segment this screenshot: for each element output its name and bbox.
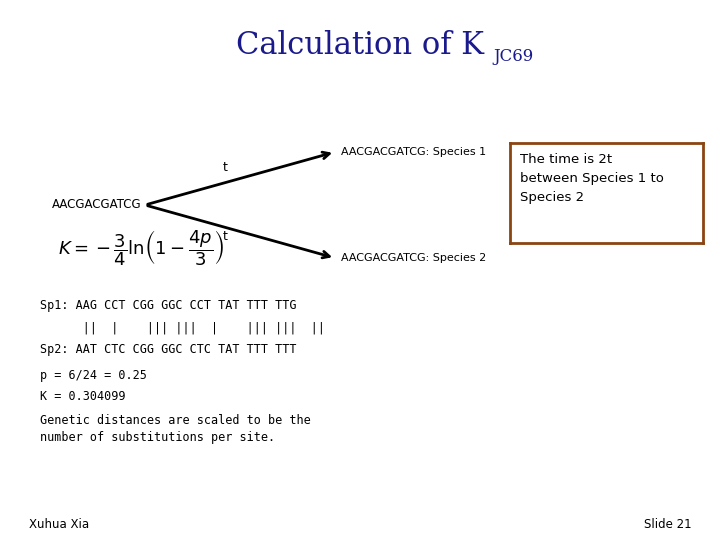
- Text: p = 6/24 = 0.25: p = 6/24 = 0.25: [40, 368, 146, 381]
- Text: Sp1: AAG CCT CGG GGC CCT TAT TTT TTG: Sp1: AAG CCT CGG GGC CCT TAT TTT TTG: [40, 299, 296, 312]
- Text: JC69: JC69: [493, 48, 534, 65]
- Text: Xuhua Xia: Xuhua Xia: [29, 518, 89, 531]
- Text: $K = -\dfrac{3}{4}\ln\!\left(1 - \dfrac{4p}{3}\right)$: $K = -\dfrac{3}{4}\ln\!\left(1 - \dfrac{…: [58, 228, 224, 268]
- Text: Genetic distances are scaled to be the: Genetic distances are scaled to be the: [40, 414, 310, 427]
- Text: t: t: [223, 231, 228, 244]
- Text: K = 0.304099: K = 0.304099: [40, 390, 125, 403]
- Text: Calculation of K: Calculation of K: [236, 30, 484, 62]
- Text: AACGACGATCG: AACGACGATCG: [52, 199, 141, 212]
- Text: The time is 2t
between Species 1 to
Species 2: The time is 2t between Species 1 to Spec…: [520, 153, 664, 204]
- Text: Slide 21: Slide 21: [644, 518, 691, 531]
- Text: Sp2: AAT CTC CGG GGC CTC TAT TTT TTT: Sp2: AAT CTC CGG GGC CTC TAT TTT TTT: [40, 343, 296, 356]
- Text: ||  |    ||| |||  |    ||| |||  ||: || | ||| ||| | ||| ||| ||: [40, 321, 325, 334]
- Text: AACGACGATCG: Species 1: AACGACGATCG: Species 1: [341, 147, 486, 157]
- Text: AACGACGATCG: Species 2: AACGACGATCG: Species 2: [341, 253, 486, 263]
- Text: number of substitutions per site.: number of substitutions per site.: [40, 431, 275, 444]
- Text: t: t: [223, 161, 228, 174]
